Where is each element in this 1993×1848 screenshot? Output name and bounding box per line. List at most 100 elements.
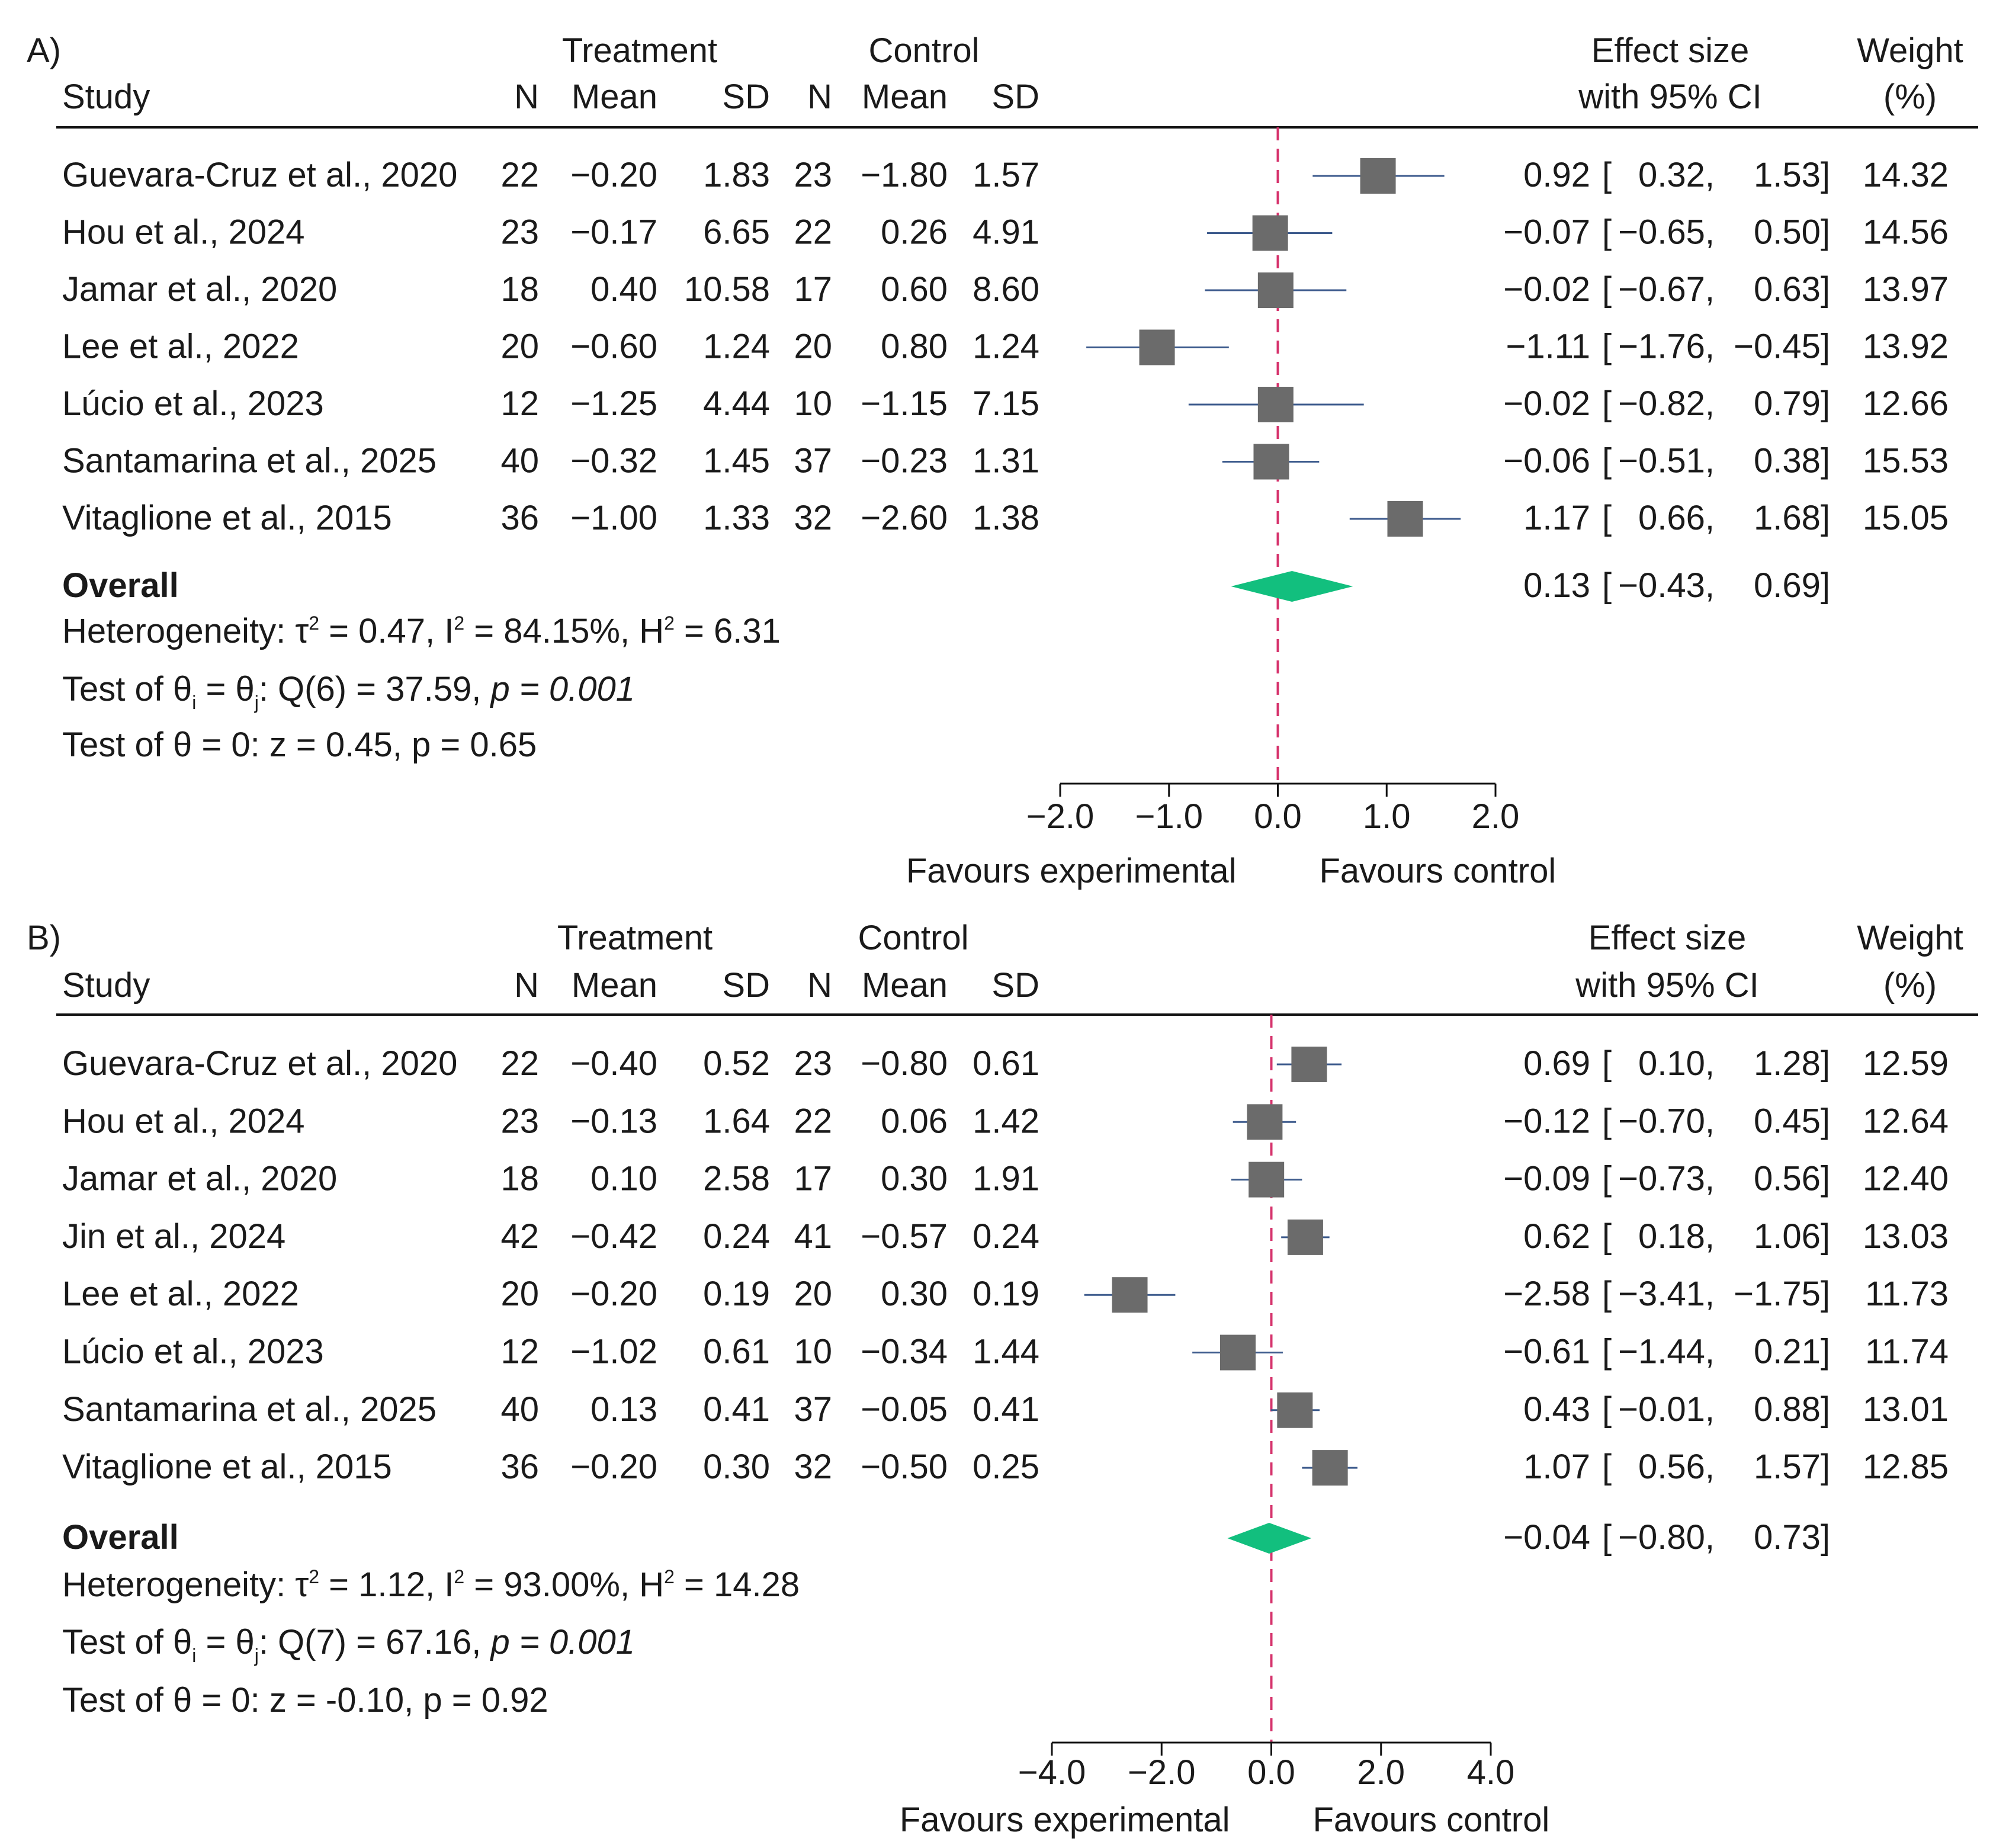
effect-marker [1257, 387, 1294, 422]
study-row: Lee et al., 2022 20 −0.60 1.24 20 0.80 1.24 −1.… [62, 328, 1949, 366]
treatment-n: 36 [500, 499, 539, 537]
ci-open-bracket: [ [1602, 328, 1612, 366]
treatment-n: 20 [500, 1275, 539, 1313]
treatment-sd: 1.45 [703, 442, 770, 480]
header-ci: with 95% CI [1578, 78, 1761, 116]
treatment-n: 22 [500, 156, 539, 194]
x-tick-label: 0.0 [1254, 797, 1302, 836]
effect-marker [1387, 501, 1423, 537]
control-mean: 0.30 [881, 1160, 948, 1198]
favours-experimental-label: Favours experimental [900, 1801, 1230, 1839]
favours-control-label: Favours control [1320, 852, 1556, 890]
header-control-mean: Mean [862, 966, 948, 1005]
study-name: Lúcio et al., 2023 [62, 1333, 324, 1371]
study-row: Lúcio et al., 2023 12 −1.25 4.44 10 −1.15 7.15… [62, 384, 1949, 423]
ci-open-bracket: [ [1602, 1333, 1612, 1371]
ci-open-bracket: [ [1602, 1160, 1612, 1198]
study-weight: 13.01 [1863, 1390, 1949, 1429]
x-tick-label: 2.0 [1357, 1753, 1405, 1792]
effect-marker [1112, 1277, 1148, 1313]
heterogeneity-test: Test of θi = θj: Q(7) = 67.16, p = 0.001 [62, 1623, 635, 1666]
study-name: Hou et al., 2024 [62, 1102, 305, 1140]
control-mean: −0.23 [861, 442, 948, 480]
effect-marker [1291, 1047, 1327, 1082]
study-name: Jin et al., 2024 [62, 1217, 285, 1256]
control-n: 32 [794, 1448, 832, 1486]
control-sd: 0.25 [973, 1448, 1039, 1486]
ci-upper: 0.56] [1754, 1160, 1830, 1198]
control-mean: 0.60 [881, 270, 948, 309]
x-tick-label: −2.0 [1128, 1753, 1196, 1792]
treatment-sd: 0.19 [703, 1275, 770, 1313]
control-sd: 7.15 [973, 384, 1039, 423]
study-row: Jin et al., 2024 42 −0.42 0.24 41 −0.57 0.24 0.… [62, 1217, 1949, 1256]
control-n: 17 [794, 270, 832, 309]
header-control-n: N [807, 966, 832, 1005]
treatment-n: 18 [500, 1160, 539, 1198]
header-treatment-mean: Mean [572, 78, 657, 116]
x-tick-label: 2.0 [1472, 797, 1520, 836]
study-weight: 13.92 [1863, 328, 1949, 366]
control-n: 10 [794, 1333, 832, 1371]
ci-upper: 1.68] [1754, 499, 1830, 537]
ci-lower: −0.82, [1618, 384, 1715, 423]
ci-open-bracket: [ [1602, 1448, 1612, 1486]
effect-marker [1287, 1219, 1323, 1255]
control-n: 17 [794, 1160, 832, 1198]
ci-open-bracket: [ [1602, 384, 1612, 423]
header-control: Control [869, 31, 980, 70]
treatment-mean: −0.60 [570, 328, 657, 366]
study-weight: 12.85 [1863, 1448, 1949, 1486]
treatment-mean: 0.13 [590, 1390, 657, 1429]
control-n: 41 [794, 1217, 832, 1256]
treatment-mean: −0.32 [570, 442, 657, 480]
treatment-sd: 1.83 [703, 156, 770, 194]
control-n: 23 [794, 156, 832, 194]
study-row: Vitaglione et al., 2015 36 −1.00 1.33 32 −2.6… [62, 499, 1949, 537]
study-row: Santamarina et al., 2025 40 −0.32 1.45 37 −0.… [62, 442, 1949, 480]
ci-upper: 0.63] [1754, 270, 1830, 309]
header-ci: with 95% CI [1575, 966, 1758, 1005]
ci-lower: 0.56, [1638, 1448, 1715, 1486]
ci-lower: −0.70, [1618, 1102, 1715, 1140]
ci-upper: −0.45] [1734, 328, 1830, 366]
study-weight: 15.05 [1863, 499, 1949, 537]
ci-lower: −1.76, [1618, 328, 1715, 366]
effect-size: 1.07 [1523, 1448, 1590, 1486]
treatment-n: 40 [500, 442, 539, 480]
header-study: Study [62, 966, 150, 1005]
study-row: Lee et al., 2022 20 −0.20 0.19 20 0.30 0.19 −2.… [62, 1275, 1949, 1313]
treatment-sd: 10.58 [684, 270, 770, 309]
favours-control-label: Favours control [1313, 1801, 1550, 1839]
control-sd: 1.31 [973, 442, 1039, 480]
study-name: Guevara-Cruz et al., 2020 [62, 156, 457, 194]
study-weight: 13.97 [1863, 270, 1949, 309]
control-sd: 1.44 [973, 1333, 1039, 1371]
ci-lower: 0.32, [1638, 156, 1715, 194]
control-mean: 0.06 [881, 1102, 948, 1140]
effect-size: −0.02 [1503, 270, 1590, 309]
panel-label: B) [27, 919, 61, 957]
ci-open-bracket: [ [1602, 442, 1612, 480]
ci-open-bracket: [ [1602, 1275, 1612, 1313]
effect-size: −0.12 [1503, 1102, 1590, 1140]
overall-ci-upper: 0.69] [1754, 566, 1830, 605]
x-tick-label: −2.0 [1026, 797, 1095, 836]
ci-lower: 0.66, [1638, 499, 1715, 537]
study-weight: 11.73 [1865, 1275, 1949, 1313]
treatment-n: 20 [500, 328, 539, 366]
control-n: 10 [794, 384, 832, 423]
x-tick-label: 1.0 [1363, 797, 1411, 836]
study-weight: 11.74 [1865, 1333, 1949, 1371]
effect-size: −2.58 [1503, 1275, 1590, 1313]
ci-open-bracket: [ [1602, 213, 1612, 252]
study-name: Jamar et al., 2020 [62, 270, 337, 309]
ci-upper: 0.21] [1754, 1333, 1830, 1371]
control-mean: −0.80 [861, 1044, 948, 1083]
ci-upper: 0.79] [1754, 384, 1830, 423]
treatment-n: 18 [500, 270, 539, 309]
treatment-mean: −0.20 [570, 1448, 657, 1486]
heterogeneity-test: Test of θi = θj: Q(6) = 37.59, p = 0.001 [62, 670, 635, 713]
ci-upper: 1.57] [1754, 1448, 1830, 1486]
treatment-sd: 1.24 [703, 328, 770, 366]
